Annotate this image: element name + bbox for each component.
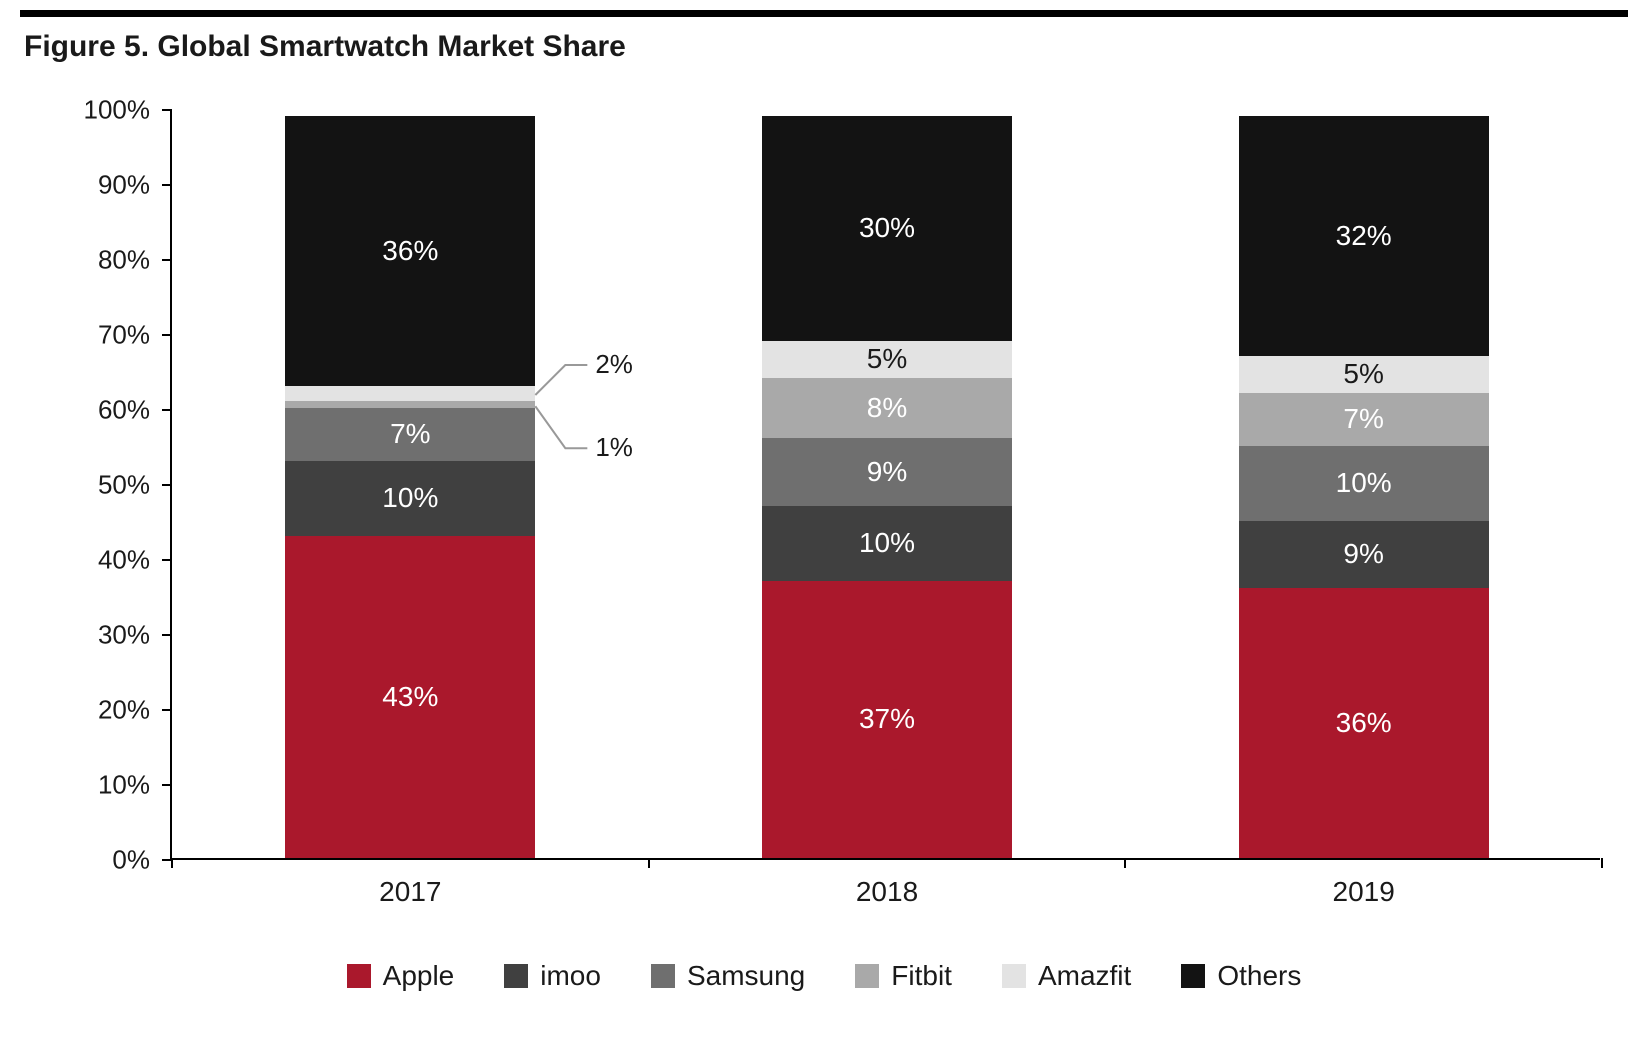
y-tick — [162, 709, 172, 711]
y-axis-label: 20% — [60, 695, 150, 726]
y-tick — [162, 634, 172, 636]
legend-item-apple: Apple — [347, 960, 455, 992]
y-tick — [162, 109, 172, 111]
legend-label: imoo — [540, 960, 601, 992]
legend-item-fitbit: Fitbit — [855, 960, 952, 992]
legend-item-imoo: imoo — [504, 960, 601, 992]
legend-swatch — [504, 964, 528, 988]
y-axis-label: 100% — [60, 95, 150, 126]
chart-area: 43%10%7%36%201737%10%9%8%5%30%201836%9%1… — [60, 110, 1620, 860]
plot-area: 43%10%7%36%201737%10%9%8%5%30%201836%9%1… — [170, 110, 1600, 860]
x-axis-label: 2017 — [379, 876, 441, 908]
legend-item-amazfit: Amazfit — [1002, 960, 1131, 992]
y-axis-label: 10% — [60, 770, 150, 801]
y-axis-label: 60% — [60, 395, 150, 426]
top-rule — [20, 10, 1628, 17]
legend-swatch — [347, 964, 371, 988]
legend-swatch — [1002, 964, 1026, 988]
y-axis-label: 0% — [60, 845, 150, 876]
legend-label: Others — [1217, 960, 1301, 992]
y-tick — [162, 784, 172, 786]
y-axis-label: 30% — [60, 620, 150, 651]
legend-label: Samsung — [687, 960, 805, 992]
callout-line — [172, 110, 1602, 860]
y-tick — [162, 259, 172, 261]
x-axis-label: 2019 — [1333, 876, 1395, 908]
legend-label: Apple — [383, 960, 455, 992]
y-tick — [162, 559, 172, 561]
x-axis-label: 2018 — [856, 876, 918, 908]
legend: Apple imoo Samsung Fitbit Amazfit Others — [0, 960, 1648, 992]
legend-swatch — [651, 964, 675, 988]
legend-item-samsung: Samsung — [651, 960, 805, 992]
legend-label: Fitbit — [891, 960, 952, 992]
y-tick — [162, 184, 172, 186]
legend-label: Amazfit — [1038, 960, 1131, 992]
figure-title: Figure 5. Global Smartwatch Market Share — [24, 30, 626, 64]
y-axis-label: 90% — [60, 170, 150, 201]
y-tick — [162, 484, 172, 486]
y-axis-label: 70% — [60, 320, 150, 351]
callout-label: 2% — [595, 349, 633, 380]
legend-swatch — [855, 964, 879, 988]
legend-item-others: Others — [1181, 960, 1301, 992]
y-tick — [162, 409, 172, 411]
legend-swatch — [1181, 964, 1205, 988]
y-tick — [162, 334, 172, 336]
y-axis-label: 50% — [60, 470, 150, 501]
y-axis-label: 40% — [60, 545, 150, 576]
y-axis-label: 80% — [60, 245, 150, 276]
